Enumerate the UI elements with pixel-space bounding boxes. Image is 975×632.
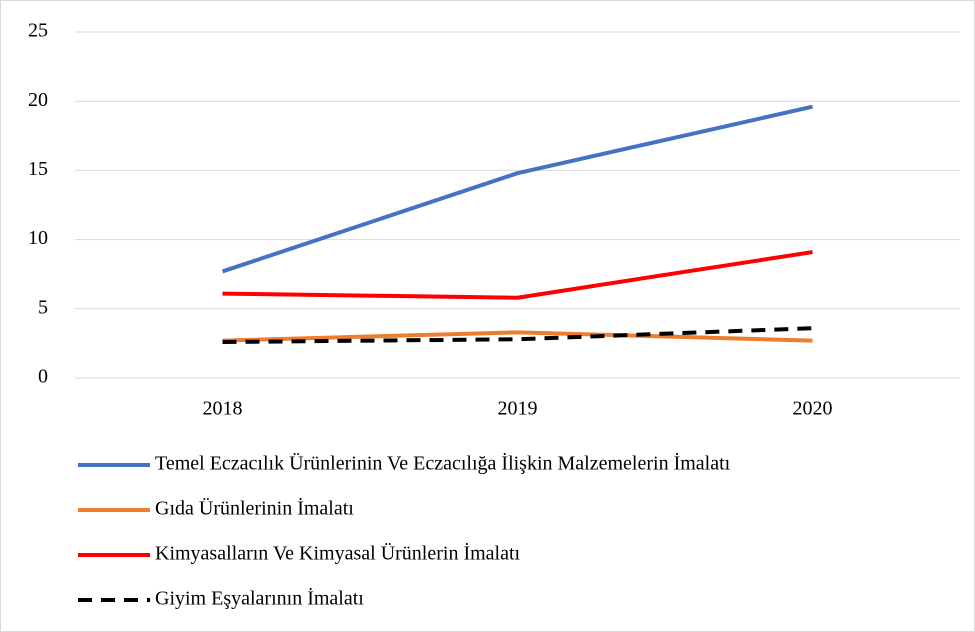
series-line — [222, 330, 813, 343]
legend-label: Giyim Eşyalarının İmalatı — [155, 587, 364, 610]
legend-label: Kimyasalların Ve Kimyasal Ürünlerin İmal… — [155, 542, 521, 565]
x-tick-label: 2018 — [203, 398, 243, 420]
x-tick-label: 2020 — [793, 398, 833, 420]
y-tick-label: 15 — [28, 158, 48, 180]
y-tick-label: 20 — [28, 89, 48, 111]
y-tick-label: 0 — [38, 366, 48, 388]
series-line — [222, 250, 813, 300]
series-line — [222, 326, 813, 345]
legend-label: Temel Eczacılık Ürünlerinin Ve Eczacılığ… — [155, 452, 731, 475]
y-tick-label: 25 — [28, 20, 48, 42]
y-tick-label: 5 — [38, 296, 48, 318]
legend-label: Gıda Ürünlerinin İmalatı — [155, 497, 354, 520]
series-line — [221, 104, 813, 274]
y-tick-label: 10 — [28, 227, 48, 249]
x-tick-label: 2019 — [498, 398, 538, 420]
